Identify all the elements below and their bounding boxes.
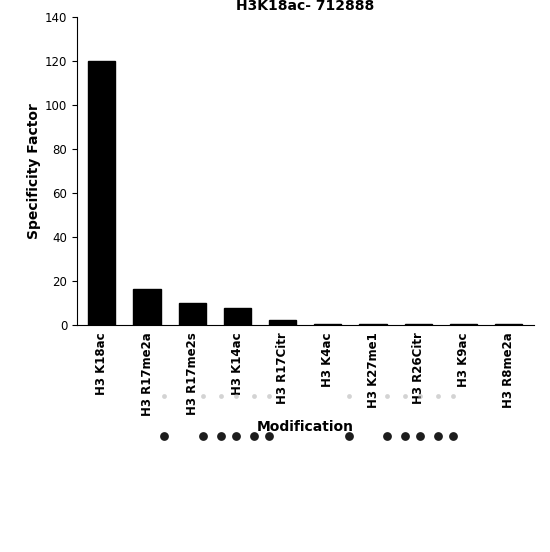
Bar	[179, 302, 206, 325]
Bar	[224, 308, 251, 325]
Bar	[405, 323, 432, 325]
Bar	[495, 323, 522, 325]
Point	[448, 431, 457, 440]
Point	[232, 431, 240, 440]
Point	[400, 431, 409, 440]
Point	[250, 431, 258, 440]
Point	[216, 431, 225, 440]
Point	[400, 391, 409, 400]
Point	[434, 431, 443, 440]
Bar	[360, 323, 387, 325]
Point	[382, 391, 391, 400]
Point	[344, 391, 353, 400]
Point	[415, 431, 424, 440]
Bar	[269, 320, 296, 325]
Point	[198, 431, 207, 440]
Point	[160, 391, 168, 400]
Point	[265, 391, 273, 400]
Point	[434, 391, 443, 400]
Y-axis label: Specificity Factor: Specificity Factor	[27, 103, 41, 238]
Point	[216, 391, 225, 400]
Point	[250, 391, 258, 400]
Point	[198, 391, 207, 400]
Point	[160, 431, 168, 440]
Bar	[134, 289, 161, 325]
X-axis label: Modification: Modification	[257, 420, 354, 434]
Point	[448, 391, 457, 400]
Bar	[314, 323, 342, 325]
Bar	[89, 61, 115, 325]
Point	[382, 431, 391, 440]
Point	[232, 391, 240, 400]
Bar	[450, 323, 477, 325]
Point	[344, 431, 353, 440]
Point	[265, 431, 273, 440]
Point	[415, 391, 424, 400]
Title: Specificity Analysis (Multiple Peptide Average)
H3K18ac- 712888: Specificity Analysis (Multiple Peptide A…	[122, 0, 488, 13]
